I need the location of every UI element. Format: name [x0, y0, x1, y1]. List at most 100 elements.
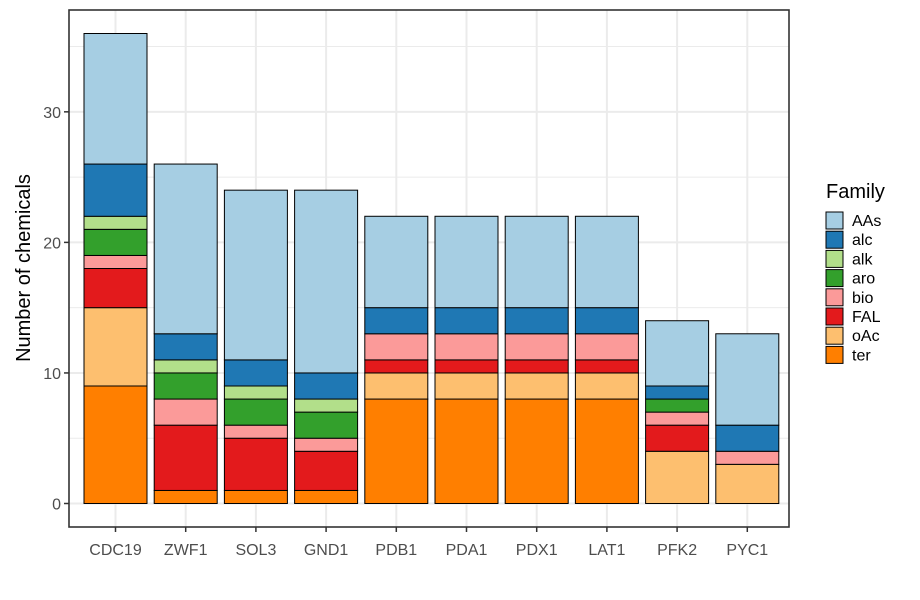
bar-segment-oAc-PDB1: [364, 372, 429, 400]
bar-segment-aro-CDC19: [83, 228, 148, 256]
bar-segment-oAc-LAT1: [574, 372, 639, 400]
bar-segment-FAL-LAT1: [574, 359, 639, 374]
x-tick-label-PDB1: PDB1: [375, 542, 417, 559]
y-tick-label: 0: [52, 497, 61, 514]
legend-label-ter: ter: [852, 347, 871, 364]
legend-key-AAs: [825, 211, 844, 230]
y-axis-title: Number of chemicals: [13, 174, 35, 362]
bar-segment-ter-PDA1: [434, 398, 499, 504]
bar-segment-oAc-CDC19: [83, 307, 148, 387]
x-tick-label-PDA1: PDA1: [446, 542, 488, 559]
bars: [83, 33, 780, 505]
bar-segment-bio-ZWF1: [153, 398, 218, 426]
x-tick-label-CDC19: CDC19: [89, 542, 142, 559]
bar-segment-ter-GND1: [294, 489, 359, 505]
bar-segment-alc-PYC1: [715, 424, 780, 452]
x-tick-label-SOL3: SOL3: [235, 542, 276, 559]
bar-segment-ter-ZWF1: [153, 489, 218, 505]
bar-segment-ter-CDC19: [83, 385, 148, 504]
bar-segment-bio-PFK2: [645, 411, 710, 426]
bar-segment-FAL-PDA1: [434, 359, 499, 374]
bar-segment-AAs-ZWF1: [153, 163, 218, 335]
bar-segment-AAs-PDB1: [364, 215, 429, 309]
legend-key-FAL: [825, 307, 844, 326]
bar-segment-FAL-SOL3: [223, 437, 288, 491]
legend: Family AAs alc alk aro bio FAL oAc ter: [825, 181, 885, 364]
legend-key-aro: [825, 269, 844, 288]
x-tick-label-ZWF1: ZWF1: [164, 542, 208, 559]
bar-segment-alc-ZWF1: [153, 333, 218, 361]
legend-key-bio: [825, 288, 844, 307]
y-axis: 0 10 20 30: [43, 105, 69, 514]
bar-segment-bio-LAT1: [574, 333, 639, 361]
bar-segment-FAL-GND1: [294, 450, 359, 491]
x-tick-label-LAT1: LAT1: [588, 542, 625, 559]
bar-segment-AAs-PYC1: [715, 333, 780, 426]
bar-segment-alk-SOL3: [223, 385, 288, 400]
x-tick-label-PFK2: PFK2: [657, 542, 697, 559]
bar-segment-ter-PDX1: [504, 398, 569, 504]
bar-segment-ter-SOL3: [223, 489, 288, 505]
bar-segment-alc-PDB1: [364, 307, 429, 335]
legend-title: Family: [826, 181, 885, 203]
bar-segment-AAs-LAT1: [574, 215, 639, 309]
legend-key-oAc: [825, 326, 844, 345]
bar-segment-alc-LAT1: [574, 307, 639, 335]
bar-segment-alk-ZWF1: [153, 359, 218, 374]
bar-segment-aro-ZWF1: [153, 372, 218, 400]
bar-segment-AAs-PDA1: [434, 215, 499, 309]
bar-segment-AAs-PDX1: [504, 215, 569, 309]
x-tick-label-PYC1: PYC1: [726, 542, 768, 559]
x-axis: CDC19 ZWF1 SOL3 GND1 PDB1 PDA1 PDX1 LAT1 PFK2 PYC…: [89, 527, 768, 559]
legend-label-FAL: FAL: [852, 309, 881, 326]
x-tick-label-GND1: GND1: [304, 542, 349, 559]
bar-segment-alk-CDC19: [83, 215, 148, 230]
bar-segment-FAL-ZWF1: [153, 424, 218, 491]
y-tick-label: 30: [43, 105, 61, 122]
bar-segment-ter-LAT1: [574, 398, 639, 504]
bar-segment-oAc-PYC1: [715, 463, 780, 505]
bar-segment-bio-PYC1: [715, 450, 780, 465]
bar-segment-FAL-PFK2: [645, 424, 710, 452]
bar-segment-bio-SOL3: [223, 424, 288, 439]
panel-border: [68, 9, 790, 528]
bar-segment-FAL-PDB1: [364, 359, 429, 374]
y-tick-label: 20: [43, 235, 61, 252]
bar-segment-alc-PDA1: [434, 307, 499, 335]
legend-items: AAs alc alk aro bio FAL oAc ter: [825, 211, 881, 364]
bar-segment-bio-CDC19: [83, 254, 148, 269]
bar-segment-bio-PDB1: [364, 333, 429, 361]
bar-segment-oAc-PDX1: [504, 372, 569, 400]
bar-segment-AAs-CDC19: [83, 33, 148, 165]
bar-segment-FAL-CDC19: [83, 268, 148, 309]
legend-label-aro: aro: [852, 271, 875, 288]
bar-segment-ter-PDB1: [364, 398, 429, 504]
bar-segment-alk-GND1: [294, 398, 359, 413]
legend-label-oAc: oAc: [852, 328, 880, 345]
legend-key-alc: [825, 230, 844, 249]
bar-segment-bio-PDX1: [504, 333, 569, 361]
x-tick-label-PDX1: PDX1: [516, 542, 558, 559]
bar-segment-alc-PFK2: [645, 385, 710, 400]
bar-segment-oAc-PDA1: [434, 372, 499, 400]
bar-segment-alc-GND1: [294, 372, 359, 400]
bar-segment-AAs-SOL3: [223, 189, 288, 361]
bar-segment-oAc-PFK2: [645, 450, 710, 504]
legend-label-bio: bio: [852, 290, 873, 307]
y-tick-label: 10: [43, 366, 61, 383]
legend-label-alc: alc: [852, 232, 872, 249]
bar-segment-aro-SOL3: [223, 398, 288, 426]
bar-segment-bio-GND1: [294, 437, 359, 452]
legend-key-ter: [825, 345, 844, 364]
bar-segment-aro-PFK2: [645, 398, 710, 413]
bar-segment-AAs-PFK2: [645, 320, 710, 387]
bar-segment-bio-PDA1: [434, 333, 499, 361]
bar-segment-FAL-PDX1: [504, 359, 569, 374]
legend-label-alk: alk: [852, 251, 873, 268]
bar-segment-alc-CDC19: [83, 163, 148, 217]
legend-key-alk: [825, 249, 844, 268]
bar-segment-AAs-GND1: [294, 189, 359, 374]
bar-segment-alc-PDX1: [504, 307, 569, 335]
legend-label-AAs: AAs: [852, 213, 881, 230]
